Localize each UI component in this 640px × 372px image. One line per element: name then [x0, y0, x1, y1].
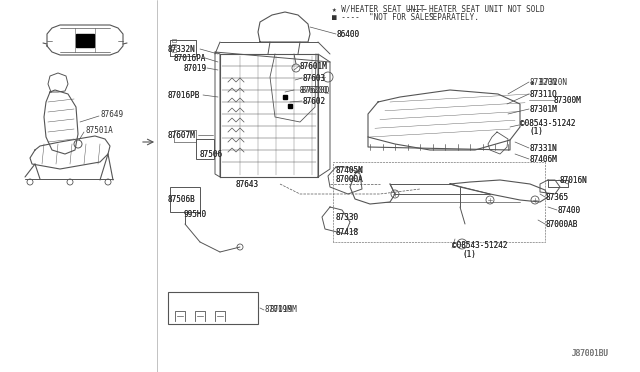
- Text: 87506: 87506: [200, 150, 223, 158]
- Text: 86400: 86400: [337, 29, 360, 38]
- Text: 87300M: 87300M: [554, 96, 582, 105]
- Text: 87019M: 87019M: [270, 305, 298, 314]
- Text: 995H0: 995H0: [183, 209, 206, 218]
- Text: 87603: 87603: [303, 74, 326, 83]
- Text: 87405N: 87405N: [336, 166, 364, 174]
- Text: 87365: 87365: [546, 192, 569, 202]
- Bar: [170, 187, 200, 212]
- Text: 87418: 87418: [336, 228, 359, 237]
- Text: 87332N: 87332N: [168, 45, 196, 54]
- Text: (1): (1): [462, 250, 476, 259]
- Text: 87418: 87418: [336, 228, 359, 237]
- Text: (1): (1): [529, 126, 543, 135]
- Text: 87603: 87603: [303, 74, 326, 83]
- Text: 87311Q: 87311Q: [530, 90, 557, 99]
- Text: 87019: 87019: [183, 64, 206, 73]
- Text: 87620Q: 87620Q: [297, 86, 330, 94]
- Text: 87016PB: 87016PB: [168, 90, 200, 99]
- Text: ★ 87320N: ★ 87320N: [530, 77, 567, 87]
- Text: 87331N: 87331N: [530, 144, 557, 153]
- Text: 87405N: 87405N: [336, 166, 364, 174]
- Text: 87506B: 87506B: [168, 195, 196, 203]
- Text: 87601M: 87601M: [300, 61, 328, 71]
- Text: 995H0: 995H0: [183, 209, 206, 218]
- Text: 87607M: 87607M: [168, 131, 196, 140]
- Text: 87330: 87330: [336, 212, 359, 221]
- Text: HEATER SEAT UNIT NOT SOLD: HEATER SEAT UNIT NOT SOLD: [429, 4, 545, 13]
- Text: 87301M: 87301M: [530, 105, 557, 113]
- Text: 87332N: 87332N: [168, 45, 196, 54]
- Text: 87301M: 87301M: [530, 105, 557, 113]
- Bar: [196, 139, 214, 159]
- Text: 87400: 87400: [558, 205, 581, 215]
- Text: 87643: 87643: [235, 180, 258, 189]
- Text: 87016PB: 87016PB: [168, 90, 200, 99]
- Text: 87649: 87649: [100, 109, 123, 119]
- Bar: [172, 39, 176, 42]
- Text: 87019M: 87019M: [265, 305, 292, 314]
- Text: J87001BU: J87001BU: [572, 350, 609, 359]
- Text: 87330: 87330: [336, 212, 359, 221]
- Text: 87300M: 87300M: [554, 96, 582, 105]
- Text: 87331N: 87331N: [530, 144, 557, 153]
- Text: ©08543-51242: ©08543-51242: [520, 119, 575, 128]
- Text: (1): (1): [529, 126, 543, 135]
- Text: 87601M: 87601M: [300, 61, 328, 71]
- Text: ★ W/HEATER SEAT UNIT: ★ W/HEATER SEAT UNIT: [332, 4, 424, 13]
- Text: 87501A: 87501A: [85, 125, 113, 135]
- Text: 87016N: 87016N: [560, 176, 588, 185]
- Bar: [172, 44, 176, 47]
- Text: 87311Q: 87311Q: [530, 90, 557, 99]
- Text: 87000A: 87000A: [336, 174, 364, 183]
- Text: 87320N: 87320N: [530, 77, 557, 87]
- Text: 87602: 87602: [303, 96, 326, 106]
- Text: ©08543-51242: ©08543-51242: [520, 119, 575, 128]
- Text: 87620Q: 87620Q: [295, 86, 328, 94]
- Text: 87000A: 87000A: [336, 174, 364, 183]
- Text: 87019: 87019: [183, 64, 206, 73]
- Text: 87506: 87506: [200, 150, 223, 158]
- Bar: [168, 292, 258, 324]
- Text: 87602: 87602: [303, 96, 326, 106]
- Text: 87365: 87365: [546, 192, 569, 202]
- Bar: [172, 49, 176, 52]
- Text: ©08543-51242: ©08543-51242: [452, 241, 508, 250]
- Text: 87607M: 87607M: [168, 131, 196, 140]
- Text: 87000AB: 87000AB: [546, 219, 579, 228]
- Text: 87506B: 87506B: [168, 195, 196, 203]
- Bar: [76, 34, 94, 47]
- Text: 87000AB: 87000AB: [546, 219, 579, 228]
- Text: 87406M: 87406M: [530, 154, 557, 164]
- Text: 86400: 86400: [337, 29, 360, 38]
- Text: ■ ----  "NOT FOR SALE": ■ ---- "NOT FOR SALE": [332, 13, 434, 22]
- Text: (1): (1): [462, 250, 476, 259]
- Text: 87016N: 87016N: [560, 176, 588, 185]
- Text: ©08543-51242: ©08543-51242: [452, 241, 508, 250]
- Text: 87016PA: 87016PA: [174, 54, 206, 62]
- Text: 87406M: 87406M: [530, 154, 557, 164]
- Text: 87016PA: 87016PA: [174, 54, 206, 62]
- Text: 87643: 87643: [235, 180, 258, 189]
- Text: J87001BU: J87001BU: [572, 350, 609, 359]
- Text: SEPARATELY.: SEPARATELY.: [429, 13, 480, 22]
- Text: 87400: 87400: [558, 205, 581, 215]
